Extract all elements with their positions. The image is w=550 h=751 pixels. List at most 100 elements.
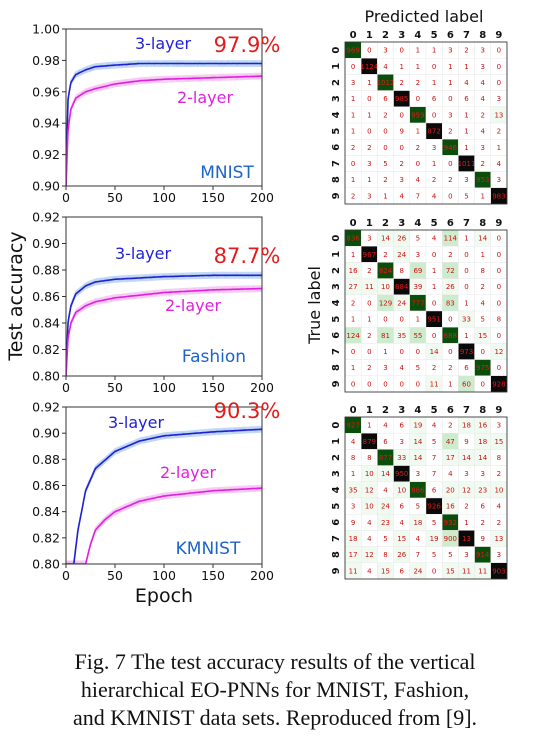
matrix-cell-value: 2 (448, 176, 452, 184)
series-label-2-layer: 2-layer (177, 88, 234, 107)
matrix-cell-value: 60 (462, 380, 471, 388)
y-tick-label: 0.88 (32, 452, 60, 467)
predicted-tick-label: 7 (463, 218, 470, 229)
matrix-cell-value: 2 (448, 128, 452, 136)
series-line-2-layer (66, 75, 262, 186)
matrix-cell-value: 0 (497, 283, 501, 291)
matrix-cell-value: 2 (383, 251, 387, 259)
matrix-cell-value: 5 (416, 503, 420, 511)
matrix-cell-value: 0 (448, 316, 452, 324)
matrix-cell-value: 2 (416, 144, 420, 152)
matrix-cell-value: 1 (432, 283, 436, 291)
matrix-cell-value: 0 (464, 251, 468, 259)
matrix-cell-value: 1 (416, 63, 420, 71)
matrix-cell-value: 5 (383, 535, 387, 543)
true-tick-label: 9 (331, 192, 342, 199)
matrix-cell-value: 8 (497, 454, 501, 462)
matrix-cell-value: 1 (432, 79, 436, 87)
caption-line: hierarchical EO-PNNs for MNIST, Fashion, (80, 677, 470, 702)
true-tick-label: 2 (331, 79, 342, 86)
matrix-cell-value: 10 (365, 470, 374, 478)
matrix-cell-value: 13 (494, 111, 503, 119)
matrix-cell-value: 2 (464, 47, 468, 55)
matrix-cell-value: 0 (399, 348, 403, 356)
matrix-cell-value: 14 (478, 235, 487, 243)
predicted-tick-label: 4 (414, 218, 421, 229)
true-tick-label: 1 (331, 63, 342, 70)
dataset-label: Fashion (182, 347, 246, 367)
matrix-cell-value: 3 (480, 63, 484, 71)
matrix-cell-value: 967 (363, 251, 376, 259)
matrix-cell-value: 1 (497, 144, 501, 152)
predicted-tick-label: 1 (366, 30, 373, 41)
matrix-cell-value: 777 (411, 299, 424, 307)
matrix-cell-value: 0 (399, 144, 403, 152)
matrix-cell-value: 926 (427, 503, 441, 511)
plot-area (66, 60, 262, 186)
matrix-cell-value: 11 (478, 567, 487, 575)
predicted-tick-label: 0 (350, 30, 357, 41)
true-tick-label: 2 (331, 454, 342, 461)
matrix-cell-value: 1 (464, 332, 468, 340)
matrix-cell-value: 0 (497, 47, 501, 55)
matrix-cell-value: 6 (383, 95, 388, 103)
x-tick-label: 100 (152, 190, 176, 205)
matrix-cell-value: 959 (411, 111, 424, 119)
matrix-cell-value: 4 (480, 95, 485, 103)
true-tick-label: 8 (331, 551, 342, 558)
matrix-cell-value: 4 (416, 176, 421, 184)
matrix-cell-value: 12 (365, 551, 374, 559)
matrix-cell-value: 33 (462, 316, 471, 324)
matrix-cell-value: 3 (351, 79, 355, 87)
matrix-cell-value: 18 (478, 438, 487, 446)
figure: 0.900.920.940.960.981.000 50 100 150 2003-la… (5, 7, 508, 607)
x-tick-label: 50 (107, 568, 123, 583)
predicted-tick-label: 3 (398, 405, 405, 416)
matrix-cell-value: 903 (492, 567, 505, 575)
matrix-cell-value: 6 (383, 438, 388, 446)
matrix-cell-value: 0 (497, 235, 501, 243)
matrix-cell-value: 4 (432, 422, 437, 430)
matrix-cell-value: 969 (346, 47, 359, 55)
matrix-cell-value: 5 (416, 235, 420, 243)
matrix-cell-value: 14 (430, 348, 439, 356)
figure-caption: Fig. 7 The test accuracy results of the … (0, 648, 550, 732)
matrix-cell-value: 2 (480, 519, 484, 527)
matrix-cell-value: 6 (399, 422, 404, 430)
true-tick-label: 7 (331, 535, 342, 542)
true-tick-label: 8 (331, 364, 342, 371)
matrix-cell-value: 0 (399, 380, 403, 388)
matrix-cell-value: 0 (416, 160, 420, 168)
matrix-cell-value: 3 (448, 111, 452, 119)
true-tick-label: 7 (331, 160, 342, 167)
matrix-cell-value: 14 (381, 235, 390, 243)
matrix-cell-value: 3 (448, 47, 452, 55)
matrix-cell-value: 5 (464, 192, 468, 200)
matrix-cell-value: 0 (351, 63, 355, 71)
matrix-cell-value: 14 (462, 454, 471, 462)
matrix-cell-value: 12 (494, 348, 503, 356)
matrix-cell-value: 23 (478, 486, 487, 494)
true-tick-label: 1 (331, 251, 342, 258)
matrix-cell-value: 10 (397, 486, 406, 494)
matrix-cell-value: 4 (497, 503, 502, 511)
predicted-tick-label: 6 (447, 218, 454, 229)
predicted-tick-label: 2 (382, 405, 389, 416)
matrix-cell-value: 4 (351, 438, 356, 446)
matrix-cell-value: 872 (427, 128, 440, 136)
matrix-cell-value: 1 (351, 316, 355, 324)
true-tick-label: 4 (331, 486, 342, 493)
matrix-cell-value: 0 (351, 348, 355, 356)
series-label-3-layer: 3-layer (135, 34, 192, 53)
matrix-cell-value: 985 (395, 95, 408, 103)
matrix-cell-value: 3 (497, 422, 501, 430)
matrix-cell-value: 0 (448, 160, 452, 168)
matrix-cell-value: 0 (383, 128, 387, 136)
matrix-cell-value: 0 (497, 364, 501, 372)
matrix-cell-value: 951 (427, 316, 440, 324)
predicted-tick-label: 7 (463, 30, 470, 41)
matrix-cell-value: 4 (383, 486, 388, 494)
confusion-matrix-kmnist: 927 1 4 6 19 4 2 18 16 34 879 6 3 14 5 47 9 18 158 8 877 33 14… (331, 405, 508, 580)
matrix-cell-value: 2 (351, 299, 355, 307)
matrix-cell-value: 5 (383, 160, 387, 168)
